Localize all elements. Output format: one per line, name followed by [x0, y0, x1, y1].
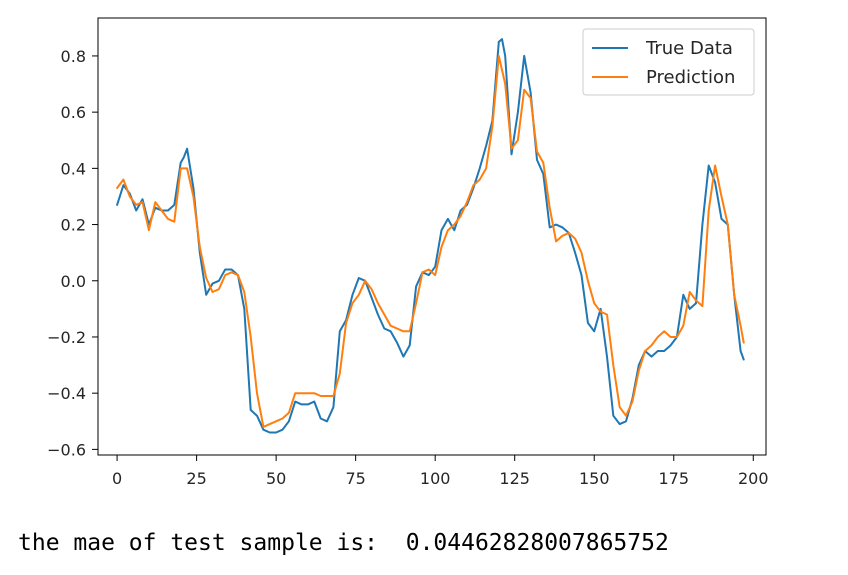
y-tick-label: 0.8 [61, 47, 86, 66]
x-tick-label: 175 [658, 469, 689, 488]
y-tick-label: 0.6 [61, 103, 86, 122]
x-axis: 0 25 50 75 100 125 150 175 200 [112, 455, 769, 488]
legend: True Data Prediction [582, 28, 755, 96]
series-line-prediction [116, 54, 745, 428]
legend-box [582, 28, 755, 96]
legend-label-true-data: True Data [645, 38, 733, 59]
x-tick-label: 50 [266, 469, 286, 488]
x-tick-label: 100 [420, 469, 451, 488]
x-tick-label: 150 [579, 469, 610, 488]
x-tick-label: 0 [112, 469, 122, 488]
legend-label-prediction: Prediction [646, 67, 735, 88]
y-tick-label: 0.4 [61, 159, 86, 178]
y-tick-label: −0.4 [47, 384, 86, 403]
y-tick-label: −0.6 [47, 440, 86, 459]
plot-frame [97, 17, 767, 456]
series-lines [116, 38, 745, 434]
y-tick-label: 0.2 [61, 216, 86, 235]
series-line-true-data [116, 38, 745, 434]
mae-output-text: the mae of test sample is: 0.04462828007… [18, 530, 669, 556]
y-tick-label: 0.0 [61, 272, 86, 291]
x-tick-label: 25 [186, 469, 206, 488]
x-tick-label: 125 [499, 469, 530, 488]
y-tick-label: −0.2 [47, 328, 86, 347]
line-chart: 0 25 50 75 100 125 150 175 200 −0.6 −0.4 −0.2 0.0 0.… [47, 17, 769, 488]
x-tick-label: 200 [738, 469, 769, 488]
x-tick-label: 75 [345, 469, 365, 488]
y-axis: −0.6 −0.4 −0.2 0.0 0.2 0.4 0.6 0.8 [47, 47, 98, 459]
